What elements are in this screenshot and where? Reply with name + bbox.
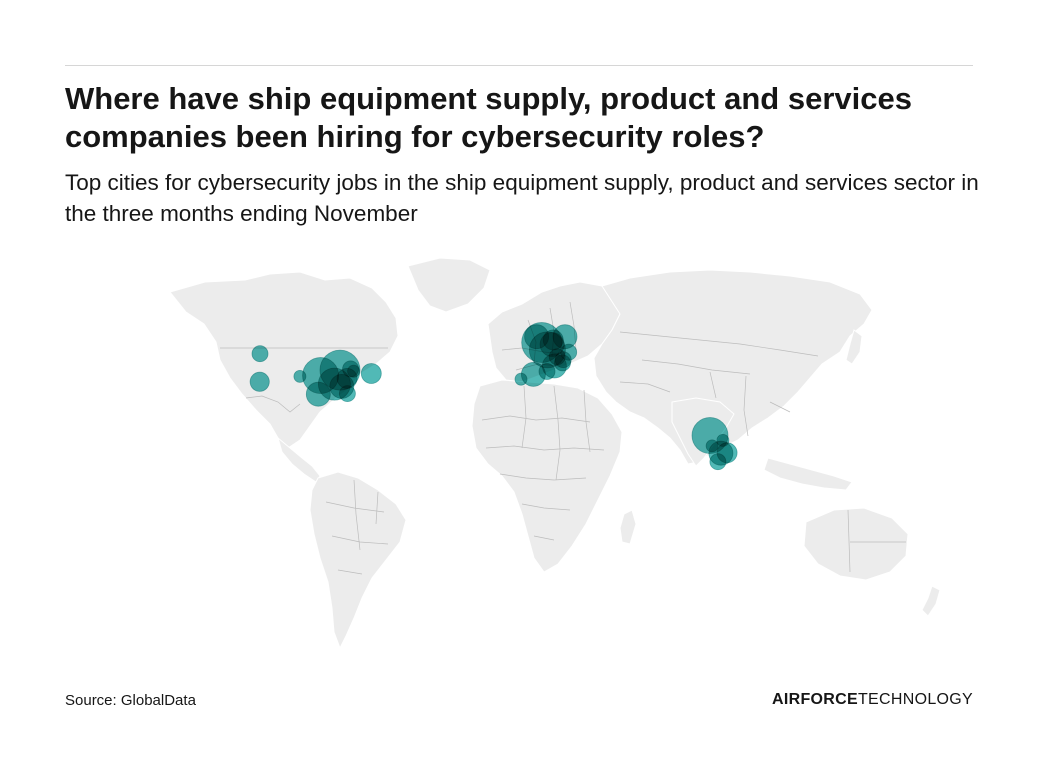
brand-logo-strong: AIRFORCE	[772, 691, 858, 708]
city-bubble-north-america-13	[338, 385, 356, 403]
border-africa-countries	[481, 385, 605, 541]
world-map-svg	[169, 257, 941, 650]
land-greenland	[407, 257, 491, 313]
land-japan	[845, 329, 863, 365]
chart-subtitle: Top cities for cybersecurity jobs in the…	[65, 170, 979, 226]
bubble-layer	[249, 322, 738, 471]
city-bubble-europe-27	[554, 354, 571, 372]
land-new-zealand	[921, 585, 941, 617]
land-asia	[593, 269, 873, 465]
land-africa	[471, 379, 623, 573]
land-southeast-asia	[763, 457, 853, 491]
border-australia-states	[847, 509, 906, 573]
city-bubble-asia-33	[709, 453, 727, 471]
land-madagascar	[619, 509, 637, 545]
city-bubble-north-america-2	[249, 371, 270, 392]
border-asia-countries	[619, 331, 819, 437]
land-australia	[803, 507, 909, 581]
source-note: Source: GlobalData	[65, 692, 196, 709]
land-north-america	[169, 271, 399, 449]
city-bubble-europe-26	[538, 363, 556, 380]
city-bubble-north-america-12	[305, 381, 331, 407]
border-us-mexico	[245, 395, 301, 413]
top-rule	[65, 65, 973, 66]
city-bubble-north-america-11	[347, 364, 361, 378]
land-central-america	[277, 436, 321, 483]
city-bubble-europe-25	[514, 372, 528, 386]
border-layer	[220, 301, 906, 575]
city-bubble-asia-32	[705, 439, 719, 453]
border-south-america-countries	[325, 479, 389, 575]
land-layer	[169, 257, 941, 650]
city-bubble-north-america-10	[360, 363, 382, 384]
brand-logo-light: TECHNOLOGY	[857, 691, 973, 708]
land-south-america	[309, 471, 407, 650]
chart-title: Where have ship equipment supply, produc…	[65, 81, 912, 154]
city-bubble-north-america-1	[251, 345, 269, 363]
brand-logo: AIRFORCETECHNOLOGY	[772, 691, 973, 709]
world-map	[150, 252, 980, 657]
